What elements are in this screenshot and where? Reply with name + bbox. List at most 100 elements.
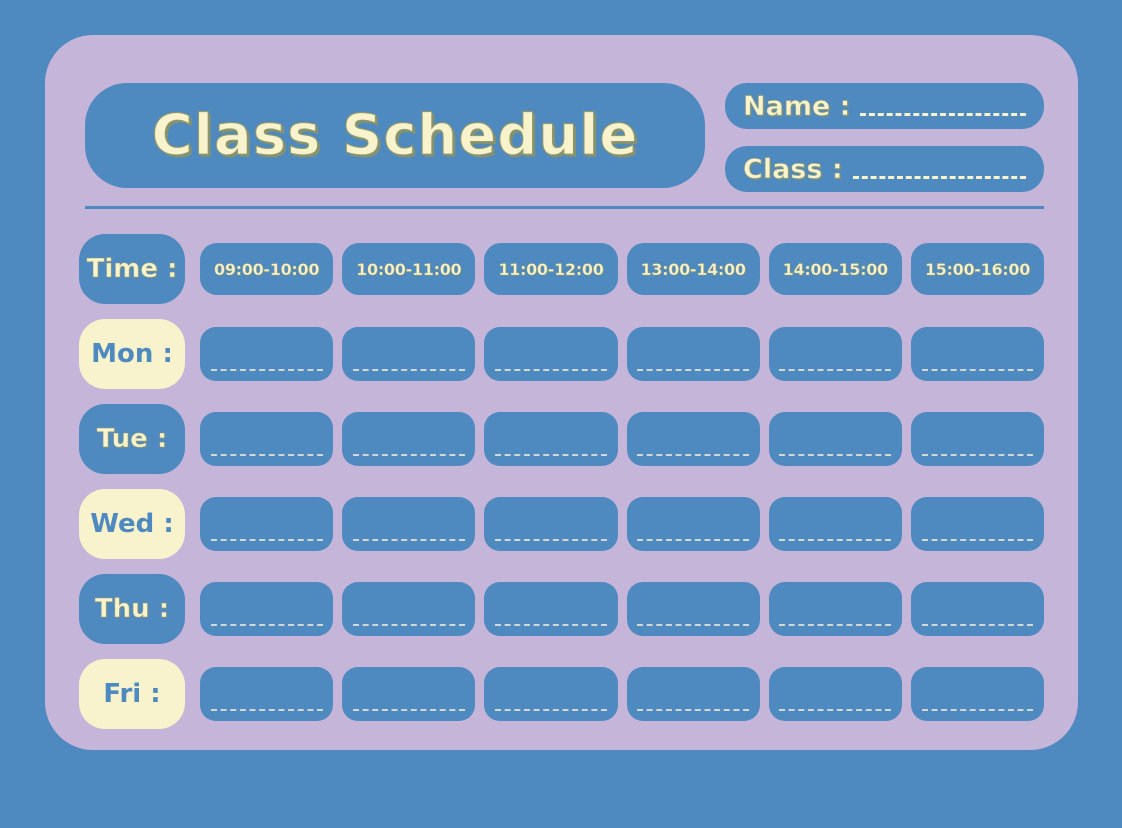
time-row-label: Time : (79, 234, 185, 304)
fill-in-line (494, 454, 607, 456)
fill-in-line (779, 624, 892, 626)
time-cells: 09:00-10:00 10:00-11:00 11:00-12:00 13:0… (200, 234, 1045, 304)
day-row-fri: Fri : (79, 659, 1045, 729)
page-title: Class Schedule (151, 102, 639, 168)
schedule-card: Class Schedule Name : Class : Time : 09:… (45, 35, 1078, 750)
fill-in-line (637, 539, 750, 541)
time-slot: 14:00-15:00 (768, 243, 902, 295)
day-label-thu: Thu : (79, 574, 185, 644)
time-slot: 10:00-11:00 (342, 243, 476, 295)
schedule-cell[interactable] (200, 412, 334, 466)
fill-in-line (779, 709, 892, 711)
fill-in-line (352, 369, 465, 371)
fill-in-line (494, 624, 607, 626)
fill-in-line (494, 709, 607, 711)
schedule-cell[interactable] (200, 497, 334, 551)
day-label-text: Fri : (103, 679, 161, 709)
schedule-cell[interactable] (200, 582, 334, 636)
day-cells (200, 574, 1045, 644)
day-cells (200, 489, 1045, 559)
schedule-cell[interactable] (768, 667, 902, 721)
day-label-text: Mon : (91, 339, 173, 369)
fill-in-line (210, 369, 323, 371)
day-label-tue: Tue : (79, 404, 185, 474)
schedule-cell[interactable] (910, 497, 1045, 551)
day-label-text: Thu : (94, 594, 170, 625)
fill-in-line (352, 539, 465, 541)
schedule-cell[interactable] (484, 667, 618, 721)
fill-in-line (921, 709, 1034, 711)
schedule-cell[interactable] (768, 327, 902, 381)
schedule-cell[interactable] (626, 667, 760, 721)
fill-in-line (637, 624, 750, 626)
schedule-cell[interactable] (484, 497, 618, 551)
fill-in-line (210, 709, 323, 711)
time-label-text: Time : (86, 254, 178, 285)
schedule-cell[interactable] (910, 667, 1045, 721)
fill-in-line (637, 369, 750, 371)
fill-in-line (210, 624, 323, 626)
fill-in-line (637, 454, 750, 456)
day-label-wed: Wed : (79, 489, 185, 559)
schedule-cell[interactable] (342, 497, 476, 551)
class-input-line[interactable] (852, 175, 1026, 179)
day-cells (200, 319, 1045, 389)
name-field: Name : (725, 83, 1044, 129)
day-row-thu: Thu : (79, 574, 1045, 644)
schedule-cell[interactable] (484, 412, 618, 466)
schedule-cell[interactable] (342, 327, 476, 381)
day-cells (200, 659, 1045, 729)
schedule-cell[interactable] (910, 412, 1045, 466)
header: Class Schedule Name : Class : (85, 83, 1044, 192)
fill-in-line (779, 454, 892, 456)
fill-in-line (210, 539, 323, 541)
fill-in-line (352, 454, 465, 456)
name-label: Name : (743, 91, 851, 123)
time-slot: 15:00-16:00 (910, 243, 1045, 295)
schedule-cell[interactable] (626, 412, 760, 466)
day-row-wed: Wed : (79, 489, 1045, 559)
class-field: Class : (725, 146, 1044, 192)
identity-fields: Name : Class : (725, 83, 1044, 192)
fill-in-line (494, 369, 607, 371)
schedule-cell[interactable] (200, 667, 334, 721)
day-label-text: Wed : (90, 509, 174, 539)
schedule-cell[interactable] (626, 582, 760, 636)
time-slot: 09:00-10:00 (200, 243, 334, 295)
time-slot: 13:00-14:00 (626, 243, 760, 295)
name-input-line[interactable] (860, 112, 1026, 116)
fill-in-line (779, 369, 892, 371)
time-row: Time : 09:00-10:00 10:00-11:00 11:00-12:… (79, 234, 1045, 304)
fill-in-line (637, 709, 750, 711)
day-cells (200, 404, 1045, 474)
schedule-cell[interactable] (768, 497, 902, 551)
fill-in-line (921, 369, 1034, 371)
schedule-cell[interactable] (342, 412, 476, 466)
fill-in-line (352, 709, 465, 711)
schedule-cell[interactable] (626, 327, 760, 381)
divider (85, 206, 1044, 209)
schedule-cell[interactable] (768, 412, 902, 466)
day-label-text: Tue : (96, 424, 168, 455)
schedule-cell[interactable] (910, 582, 1045, 636)
time-slot: 11:00-12:00 (484, 243, 618, 295)
fill-in-line (352, 624, 465, 626)
schedule-cell[interactable] (768, 582, 902, 636)
schedule-grid: Time : 09:00-10:00 10:00-11:00 11:00-12:… (79, 234, 1045, 729)
schedule-cell[interactable] (910, 327, 1045, 381)
fill-in-line (494, 539, 607, 541)
fill-in-line (210, 454, 323, 456)
schedule-cell[interactable] (342, 667, 476, 721)
schedule-cell[interactable] (342, 582, 476, 636)
schedule-cell[interactable] (626, 497, 760, 551)
fill-in-line (779, 539, 892, 541)
day-row-mon: Mon : (79, 319, 1045, 389)
fill-in-line (921, 539, 1034, 541)
title-banner: Class Schedule (85, 83, 705, 188)
fill-in-line (921, 624, 1034, 626)
day-label-fri: Fri : (79, 659, 185, 729)
schedule-cell[interactable] (200, 327, 334, 381)
schedule-cell[interactable] (484, 582, 618, 636)
schedule-cell[interactable] (484, 327, 618, 381)
day-row-tue: Tue : (79, 404, 1045, 474)
